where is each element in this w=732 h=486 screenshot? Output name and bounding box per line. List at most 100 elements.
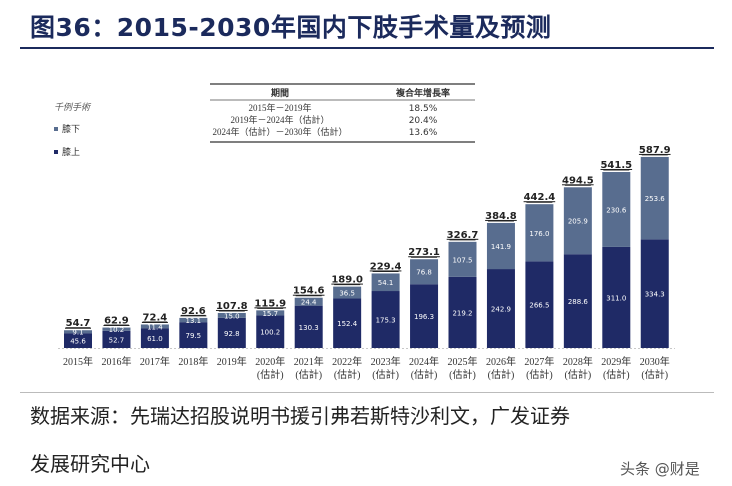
unit-label: 千例手術 xyxy=(54,102,92,112)
total-label: 72.4 xyxy=(143,312,168,323)
bar-above-knee xyxy=(371,291,400,348)
x-tick-label: (估計) xyxy=(641,368,668,381)
x-tick-label: 2030年 xyxy=(640,355,670,368)
data-label-below-knee: 205.9 xyxy=(568,218,588,226)
bar-above-knee xyxy=(486,269,515,348)
data-label-below-knee: 13.1 xyxy=(186,317,202,325)
data-label-above-knee: 79.5 xyxy=(186,332,202,340)
bar-above-knee xyxy=(64,333,92,348)
table-cell-cagr: 20.4% xyxy=(409,116,438,126)
bar-below-knee xyxy=(525,204,554,262)
total-label: 107.8 xyxy=(216,301,248,312)
x-tick-label: 2026年 xyxy=(486,355,516,368)
table-cell-period: 2015年－2019年 xyxy=(248,102,311,113)
bar-below-knee xyxy=(410,259,439,285)
x-tick-label: 2016年 xyxy=(101,355,131,368)
bar-above-knee xyxy=(448,276,477,348)
data-label-below-knee: 176.0 xyxy=(529,230,549,238)
data-label-below-knee: 15.0 xyxy=(224,312,240,320)
data-label-below-knee: 253.6 xyxy=(645,195,666,203)
table-cell-cagr: 13.6% xyxy=(409,128,438,138)
bar-below-knee xyxy=(563,187,592,255)
bar-below-knee xyxy=(64,330,92,334)
x-tick-label: (估計) xyxy=(449,368,476,381)
x-tick-label: (估計) xyxy=(565,368,592,381)
total-label: 62.9 xyxy=(104,316,129,327)
bar-below-knee xyxy=(140,324,169,329)
data-label-above-knee: 61.0 xyxy=(147,335,163,343)
data-label-below-knee: 76.8 xyxy=(416,269,432,277)
data-label-below-knee: 107.5 xyxy=(452,256,472,264)
x-tick-label: 2022年 xyxy=(332,355,362,368)
data-label-below-knee: 141.9 xyxy=(491,243,511,251)
bar-below-knee xyxy=(294,297,323,306)
bar-above-knee xyxy=(525,261,554,348)
total-label: 54.7 xyxy=(66,318,91,329)
data-label-below-knee: 15.7 xyxy=(262,310,278,318)
total-label: 154.6 xyxy=(293,286,325,297)
x-tick-label: 2019年 xyxy=(217,355,247,368)
legend-label-below-knee: 膝下 xyxy=(62,123,80,135)
table-cell-period: 2019年－2024年（估計） xyxy=(230,114,329,125)
data-label-above-knee: 100.2 xyxy=(260,329,280,337)
bar-above-knee xyxy=(179,322,208,348)
bar-above-knee xyxy=(294,305,323,348)
x-tick-label: (估計) xyxy=(526,368,553,381)
data-label-below-knee: 36.5 xyxy=(339,290,355,298)
data-label-above-knee: 288.6 xyxy=(568,298,589,306)
bar-below-knee xyxy=(448,241,477,277)
bar-above-knee xyxy=(563,254,592,348)
bar-above-knee xyxy=(333,298,362,348)
table-header: 期間 xyxy=(271,87,289,99)
data-label-below-knee: 230.6 xyxy=(606,206,627,214)
bar-below-knee xyxy=(640,156,669,240)
bar-below-knee xyxy=(333,286,362,299)
table-header: 複合年增長率 xyxy=(395,87,450,99)
total-label: 494.5 xyxy=(562,175,594,186)
data-label-above-knee: 311.0 xyxy=(606,294,626,302)
figure-title: 图36：2015-2030年国内下肢手术量及预测 xyxy=(30,13,552,42)
bar-above-knee xyxy=(256,315,285,348)
total-label: 229.4 xyxy=(370,261,402,272)
data-label-below-knee: 9.1 xyxy=(72,329,83,337)
bar-below-knee xyxy=(371,273,400,292)
data-label-above-knee: 52.7 xyxy=(109,336,125,344)
data-label-above-knee: 242.9 xyxy=(491,306,511,314)
x-tick-label: 2024年 xyxy=(409,355,439,368)
legend-swatch-above-knee xyxy=(54,150,58,154)
source-divider xyxy=(20,392,714,393)
x-tick-label: 2029年 xyxy=(601,355,631,368)
total-label: 115.9 xyxy=(254,298,286,309)
total-label: 587.9 xyxy=(639,145,671,156)
x-tick-label: 2023年 xyxy=(371,355,401,368)
data-label-below-knee: 54.1 xyxy=(378,279,394,287)
x-tick-label: (估計) xyxy=(295,368,322,381)
total-label: 541.5 xyxy=(600,160,632,171)
table-cell-cagr: 18.5% xyxy=(409,104,438,114)
bar-above-knee xyxy=(140,328,169,348)
data-label-above-knee: 92.8 xyxy=(224,330,240,338)
data-label-above-knee: 196.3 xyxy=(414,313,434,321)
data-label-above-knee: 175.3 xyxy=(376,317,396,325)
x-tick-label: 2018年 xyxy=(178,355,208,368)
total-label: 189.0 xyxy=(331,275,363,286)
bar-above-knee xyxy=(640,239,669,348)
bar-below-knee xyxy=(102,327,131,331)
bar-below-knee xyxy=(179,317,208,323)
data-label-above-knee: 152.4 xyxy=(337,320,358,328)
data-label-above-knee: 334.3 xyxy=(645,291,665,299)
x-tick-label: (估計) xyxy=(334,368,361,381)
source-note: 数据来源：先瑞达招股说明书援引弗若斯特沙利文，广发证券 xyxy=(30,404,570,428)
legend-swatch-below-knee xyxy=(54,127,58,131)
watermark: 头条 @财是 xyxy=(620,460,700,478)
stacked-bar-chart: 45.69.154.7 2015年 52.7 10.262.9 2016年 61.0 11.… xyxy=(54,83,675,381)
x-tick-label: 2028年 xyxy=(563,355,593,368)
bar-above-knee xyxy=(217,317,246,348)
table-cell-period: 2024年（估計）－2030年（估計） xyxy=(212,126,347,137)
total-label: 384.8 xyxy=(485,211,517,222)
data-label-below-knee: 24.4 xyxy=(301,299,317,307)
data-label-below-knee: 11.4 xyxy=(147,323,163,331)
bar-below-knee xyxy=(486,222,515,270)
bar-above-knee xyxy=(102,330,131,348)
